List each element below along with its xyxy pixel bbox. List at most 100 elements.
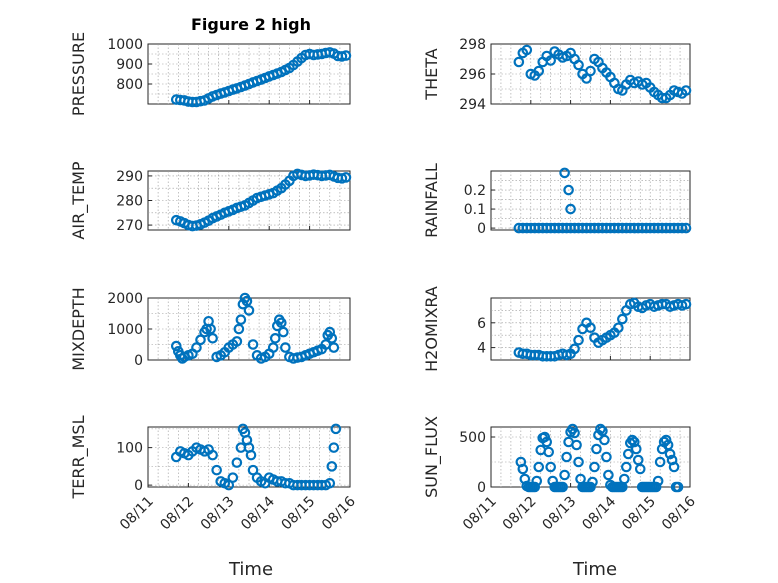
data-point — [559, 167, 570, 179]
y-tick-label: 0 — [134, 353, 143, 369]
data-point — [569, 427, 580, 439]
series-pressure — [170, 47, 352, 108]
data-point — [557, 481, 568, 493]
data-point — [543, 446, 555, 458]
y-axis-label-sun-flux: SUN_FLUX — [422, 416, 442, 498]
y-tick-label: 0 — [477, 480, 486, 496]
data-point — [531, 475, 543, 487]
data-point — [573, 59, 584, 71]
data-point — [587, 476, 598, 488]
data-point — [573, 456, 584, 468]
data-point — [595, 423, 606, 435]
y-tick-label: 1000 — [107, 37, 143, 53]
x-tick-label: 08/15 — [619, 494, 659, 534]
data-point — [634, 463, 646, 475]
y-tick-label: 0.2 — [464, 183, 486, 199]
data-point — [569, 343, 580, 355]
data-point — [585, 65, 596, 77]
data-point — [233, 323, 245, 335]
data-point — [680, 298, 692, 310]
data-point — [545, 55, 556, 66]
data-point — [324, 477, 336, 489]
y-axis-label-rainfall: RAINFALL — [422, 163, 441, 238]
data-point — [235, 314, 247, 325]
y-axis-label-air-temp: AIR_TEMP — [69, 161, 89, 239]
subplot-theta: 294 296 298 THETA — [422, 37, 692, 113]
data-point — [573, 334, 584, 346]
data-point — [668, 461, 680, 473]
series-terr-msl — [170, 423, 342, 491]
data-point — [589, 461, 600, 473]
subplot-h2omixra: 4 6 H2OMIXRA — [422, 286, 692, 372]
data-point — [231, 336, 243, 347]
data-point — [243, 305, 255, 316]
data-point — [170, 340, 182, 352]
y-axis-label-theta: THETA — [422, 48, 441, 100]
data-point — [654, 456, 666, 468]
data-point — [650, 481, 662, 493]
data-point — [619, 473, 630, 485]
data-point — [205, 323, 216, 335]
data-point — [211, 464, 222, 476]
subplot-rainfall: 0 0.1 0.2 RAINFALL — [422, 163, 692, 238]
data-point — [680, 85, 692, 96]
data-point — [571, 439, 582, 451]
y-tick-label: 4 — [477, 341, 486, 357]
data-point — [227, 472, 239, 483]
figure-title: Figure 2 high — [191, 15, 311, 34]
x-axis-label-right: Time — [572, 559, 617, 580]
data-point — [545, 461, 556, 473]
data-point — [247, 339, 259, 350]
data-point — [672, 481, 684, 493]
x-tick-label: 08/14 — [238, 493, 278, 533]
data-point — [660, 434, 672, 446]
data-point — [191, 342, 202, 353]
y-axis-label-pressure: PRESSURE — [69, 32, 88, 116]
y-axis-label-mixdepth: MIXDEPTH — [69, 287, 88, 370]
y-tick-label: 290 — [116, 169, 143, 185]
x-tick-label: 08/16 — [319, 493, 359, 533]
series-sun-flux — [515, 423, 684, 493]
data-point — [539, 431, 551, 443]
data-point — [541, 436, 553, 448]
data-point — [626, 434, 638, 446]
y-tick-label: 900 — [116, 57, 143, 73]
data-point — [652, 475, 664, 487]
x-tick-label: 08/12 — [500, 494, 540, 534]
subplot-sun-flux: 0 500 08/11 08/12 08/13 08/14 08/15 08/16 SUN_FL… — [422, 416, 699, 533]
y-axis-label-terr-msl: TERR_MSL — [69, 415, 89, 499]
data-point — [517, 463, 529, 475]
data-point — [585, 481, 596, 493]
data-point — [231, 457, 243, 468]
data-point — [328, 442, 340, 453]
subplot-terr-msl: 0 100 08/11 08/12 08/13 08/14 08/15 08/16 TERR_M… — [69, 415, 359, 533]
y-tick-label: 270 — [116, 218, 143, 234]
data-point — [340, 50, 352, 61]
x-tick-label: 08/13 — [540, 494, 580, 534]
data-point — [617, 313, 628, 325]
x-tick-label: 08/11 — [460, 494, 500, 534]
x-axis-label-left: Time — [228, 559, 273, 580]
subplot-pressure: 800 900 1000 PRESSURE — [69, 32, 352, 116]
subplot-mixdepth: 0 1000 2000 MIXDEPTH — [69, 287, 351, 371]
y-tick-label: 100 — [116, 441, 143, 457]
data-point — [326, 461, 338, 472]
y-tick-label: 500 — [459, 430, 486, 446]
y-tick-label: 296 — [459, 67, 486, 83]
data-point — [267, 342, 279, 353]
x-tick-label: 08/12 — [157, 494, 197, 534]
x-tick-label: 08/13 — [198, 494, 238, 534]
series-air-temp — [170, 168, 352, 232]
x-tick-label: 08/14 — [579, 493, 619, 533]
data-point — [207, 332, 218, 344]
data-point — [278, 326, 289, 338]
y-tick-label: 0 — [477, 221, 486, 237]
y-tick-label: 800 — [116, 77, 143, 93]
data-point — [591, 443, 602, 455]
series-h2omixra — [513, 297, 692, 362]
y-tick-label: 294 — [459, 97, 486, 113]
data-point — [559, 469, 570, 481]
data-point — [241, 295, 253, 307]
data-point — [613, 322, 624, 334]
